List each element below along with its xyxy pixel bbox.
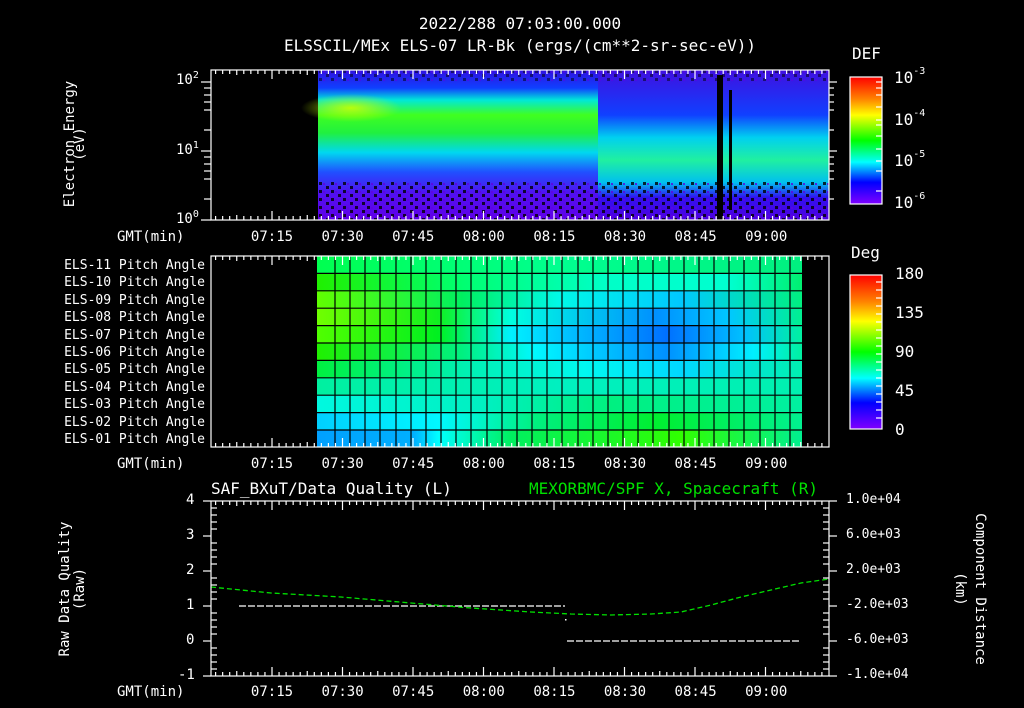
time-tick-label: 08:00 — [462, 684, 505, 700]
deg-colorbar-title: Deg — [851, 243, 880, 262]
quality-ytick: 1 — [186, 597, 195, 613]
plot-title: ELSSCIL/MEx ELS-07 LR-Bk (ergs/(cm**2-sr… — [283, 36, 757, 55]
quality-ytick: 3 — [186, 527, 195, 543]
time-tick-label: 08:45 — [674, 456, 717, 472]
energy-ytick-1: 100 — [176, 209, 199, 227]
time-tick-label: 07:45 — [392, 456, 435, 472]
plot-timestamp: 2022/288 07:03:00.000 — [418, 14, 622, 33]
time-tick-label: 09:00 — [745, 684, 788, 700]
panel3-title-right: MEXORBMC/SPF X, Spacecraft (R) — [529, 479, 818, 498]
distance-ytick: 1.0e+04 — [846, 492, 901, 507]
pitch-row-label: ELS-06 Pitch Angle — [64, 344, 205, 360]
pitch-row-label: ELS-03 Pitch Angle — [64, 397, 205, 413]
time-tick-label: 08:45 — [674, 684, 717, 700]
time-tick-label: 09:00 — [745, 229, 788, 245]
quality-ylabel: Raw Data Quality — [57, 521, 73, 657]
time-tick-label: 08:00 — [462, 456, 505, 472]
deg-tick: 135 — [895, 303, 924, 322]
time-tick-label: 07:30 — [321, 684, 364, 700]
pitch-row-labels: ELS-11 Pitch Angle ELS-10 Pitch Angle EL… — [40, 257, 205, 448]
def-tick: 10-6 — [894, 191, 926, 212]
time-tick-label: 07:30 — [321, 229, 364, 245]
pitch-row-label: ELS-08 Pitch Angle — [64, 310, 205, 326]
quality-ytick: -1 — [178, 667, 195, 683]
time-tick-label: 08:15 — [533, 229, 576, 245]
distance-ytick: 6.0e+03 — [846, 527, 901, 542]
time-tick-label: 08:30 — [603, 456, 647, 472]
energy-ylabel-units: (eV) — [72, 127, 88, 161]
pitch-row-label: ELS-01 Pitch Angle — [64, 431, 205, 447]
time-tick-label: 07:45 — [392, 229, 435, 245]
time-tick-label: 07:15 — [250, 456, 294, 472]
time-tick-label: 07:45 — [392, 684, 435, 700]
deg-colorbar — [849, 274, 883, 430]
pitch-row-label: ELS-07 Pitch Angle — [64, 327, 205, 343]
def-tick: 10-4 — [894, 108, 926, 129]
energy-ytick-10: 101 — [176, 140, 199, 158]
deg-tick: 0 — [895, 420, 905, 439]
gmt-label: GMT(min) — [117, 684, 185, 700]
pitch-row-label: ELS-09 Pitch Angle — [64, 292, 205, 308]
time-tick-label: 07:15 — [250, 229, 294, 245]
distance-ytick: -2.0e+03 — [846, 597, 909, 612]
time-tick-label: 09:00 — [745, 456, 788, 472]
energy-ytick-100: 102 — [176, 70, 199, 88]
time-tick-label: 08:00 — [462, 229, 505, 245]
distance-ylabel: Component Distance — [972, 513, 988, 665]
def-tick: 10-5 — [894, 149, 926, 170]
quality-ytick: 0 — [186, 632, 195, 648]
gmt-label: GMT(min) — [117, 229, 185, 245]
line-plot — [211, 578, 829, 642]
gmt-label: GMT(min) — [117, 456, 185, 472]
deg-tick: 45 — [895, 381, 915, 400]
pitch-row-label: ELS-04 Pitch Angle — [64, 379, 205, 395]
time-tick-label: 07:30 — [321, 456, 364, 472]
deg-tick: 180 — [895, 264, 924, 283]
distance-ytick: -1.0e+04 — [846, 667, 909, 682]
quality-ylabel-units: (Raw) — [72, 567, 88, 611]
quality-ytick: 4 — [186, 492, 195, 508]
energy-spectrogram-panel — [211, 70, 829, 220]
pitch-row-label: ELS-10 Pitch Angle — [64, 275, 205, 291]
pitch-row-label: ELS-11 Pitch Angle — [64, 258, 205, 273]
energy-spectrogram — [211, 70, 829, 220]
distance-ytick: 2.0e+03 — [846, 562, 901, 577]
def-colorbar-title: DEF — [852, 44, 881, 63]
pitch-angle-heatmap — [211, 256, 829, 447]
pitch-angle-panel — [211, 256, 829, 447]
def-tick: 10-3 — [894, 66, 926, 87]
time-tick-label: 08:15 — [533, 684, 576, 700]
panel3-title-left: SAF_BXuT/Data Quality (L) — [211, 479, 452, 498]
pitch-row-label: ELS-05 Pitch Angle — [64, 362, 205, 378]
distance-ylabel-units: (km) — [952, 572, 968, 606]
spf-x-line — [211, 578, 829, 616]
distance-ytick: -6.0e+03 — [846, 632, 909, 647]
def-colorbar — [849, 76, 883, 205]
time-tick-label: 08:15 — [533, 456, 576, 472]
time-tick-label: 08:30 — [603, 684, 647, 700]
deg-tick: 90 — [895, 342, 915, 361]
time-tick-label: 08:45 — [674, 229, 717, 245]
time-tick-label: 08:30 — [603, 229, 647, 245]
time-tick-label: 07:15 — [250, 684, 294, 700]
quality-ytick: 2 — [186, 562, 195, 578]
data-quality-panel — [211, 501, 829, 676]
pitch-row-label: ELS-02 Pitch Angle — [64, 414, 205, 430]
